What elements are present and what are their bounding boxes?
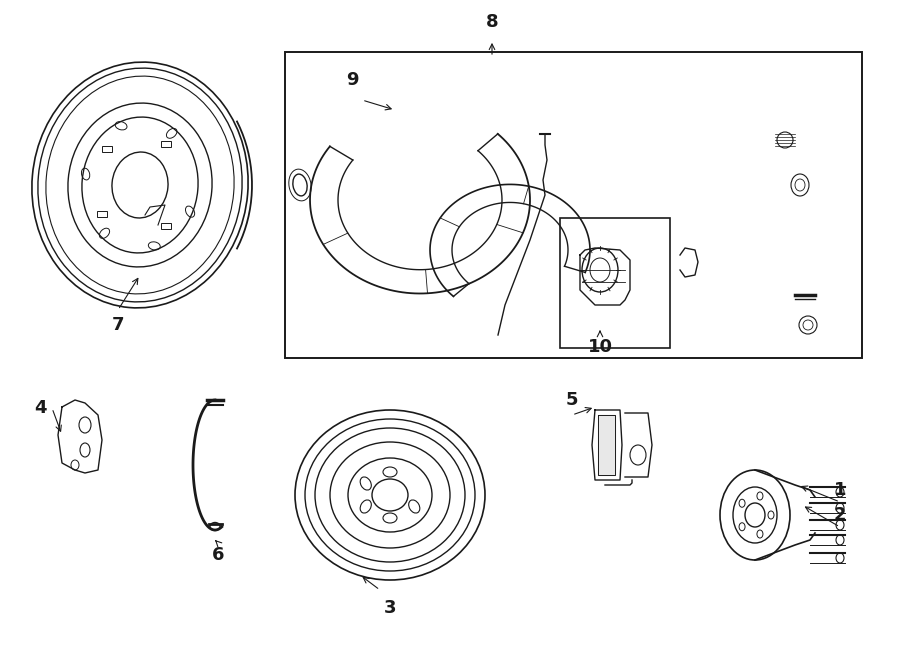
Polygon shape bbox=[592, 410, 622, 480]
Text: 4: 4 bbox=[34, 399, 46, 417]
Text: 7: 7 bbox=[112, 316, 124, 334]
Text: 10: 10 bbox=[588, 338, 613, 356]
Text: 3: 3 bbox=[383, 599, 396, 617]
Text: 1: 1 bbox=[833, 481, 846, 499]
Text: 5: 5 bbox=[566, 391, 578, 409]
Text: 8: 8 bbox=[486, 13, 499, 31]
Text: 6: 6 bbox=[212, 546, 224, 564]
Bar bbox=[560, 218, 670, 348]
Text: 9: 9 bbox=[346, 71, 358, 89]
Polygon shape bbox=[598, 415, 615, 475]
Bar bbox=[285, 52, 862, 358]
Text: 2: 2 bbox=[833, 506, 846, 524]
